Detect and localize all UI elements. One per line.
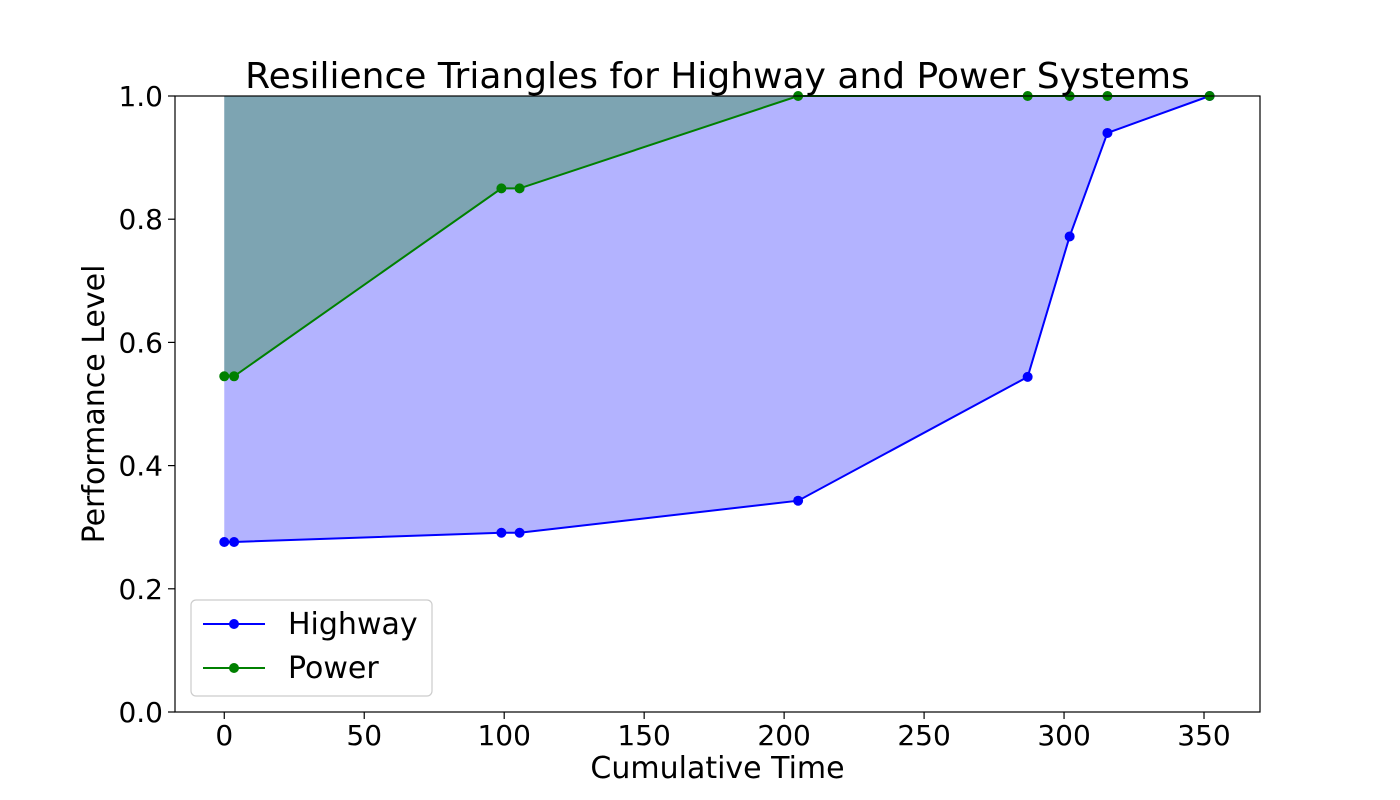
legend-highway-marker [229,619,239,629]
legend-highway-label: Highway [288,607,418,642]
y-tick-label: 0.0 [118,696,163,729]
highway-fill-area [224,96,1210,542]
y-tick-label: 1.0 [118,80,163,113]
highway-point [219,536,230,547]
y-tick-label: 0.8 [118,203,163,236]
fill-areas [224,96,1210,542]
power-point [514,183,525,194]
x-tick-label: 350 [1177,719,1230,752]
y-tick-label: 0.2 [118,573,163,606]
highway-point [1064,231,1075,242]
y-tick-label: 0.6 [118,326,163,359]
highway-point [793,495,804,506]
power-fill-area [224,96,1210,377]
highway-point [1022,371,1033,382]
highway-point [229,536,240,547]
y-axis-ticks: 0.0 0.2 0.4 0.6 0.8 1.0 [118,80,175,729]
highway-point [496,527,507,538]
legend-power-marker [229,663,239,673]
legend: Highway Power [190,599,433,697]
x-tick-label: 50 [346,719,382,752]
power-point [496,183,507,194]
highway-point [514,527,525,538]
x-axis-label: Cumulative Time [590,751,844,786]
power-point [229,371,240,382]
x-tick-label: 100 [477,719,530,752]
x-tick-label: 0 [215,719,233,752]
x-axis-ticks: 0 50 100 150 200 250 300 350 [215,712,1231,752]
y-axis-label: Performance Level [77,265,112,544]
plot-frame [174,95,1261,713]
legend-power-label: Power [288,651,379,686]
power-point [219,371,230,382]
x-tick-label: 250 [897,719,950,752]
y-tick-label: 0.4 [118,450,163,483]
chart-title: Resilience Triangles for Highway and Pow… [245,56,1190,97]
x-tick-label: 150 [617,719,670,752]
highway-point [1102,127,1113,138]
x-tick-label: 300 [1037,719,1090,752]
x-tick-label: 200 [757,719,810,752]
